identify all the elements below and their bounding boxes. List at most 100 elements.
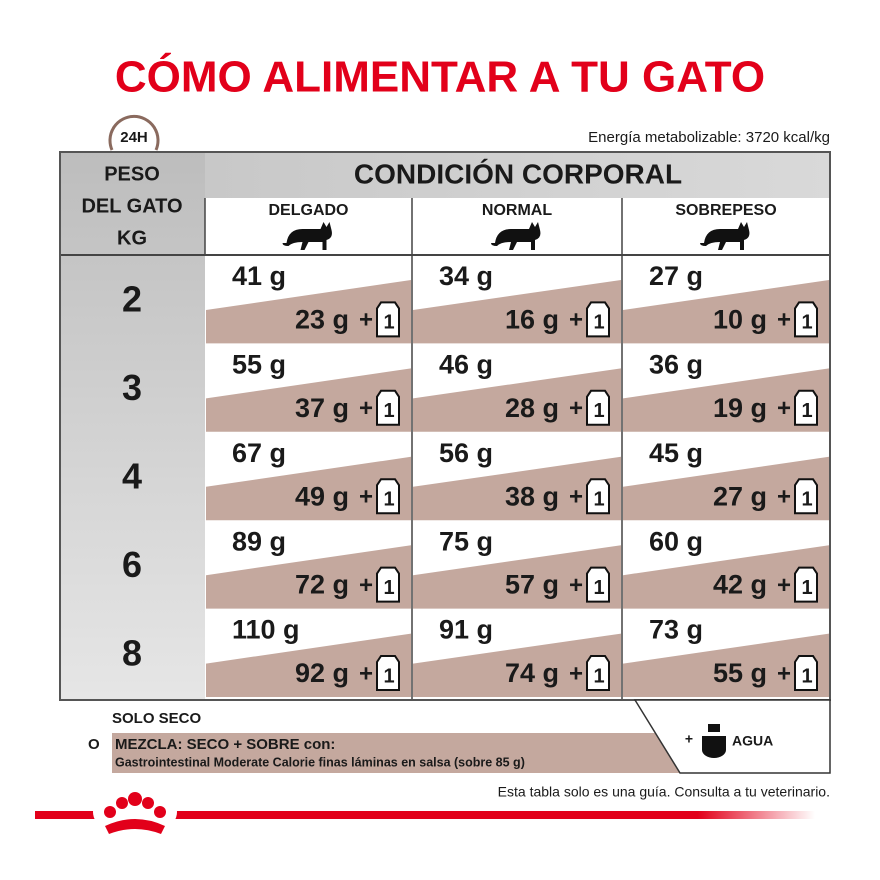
- dry-amount: 45 g: [649, 438, 703, 468]
- mix-amount: 38 g: [505, 481, 559, 511]
- pouch-count: 1: [593, 665, 604, 687]
- pouch-icon: [586, 389, 610, 426]
- pouch-count: 1: [801, 400, 812, 422]
- dry-amount: 56 g: [439, 438, 493, 468]
- pouch-icon: [794, 478, 818, 515]
- footer-note: Esta tabla solo es una guía. Consulta a …: [498, 784, 830, 800]
- weight-header: DEL GATO: [81, 195, 182, 217]
- water-box: [633, 699, 831, 774]
- weight: 2: [122, 279, 142, 320]
- mix-amount: 92 g: [295, 658, 349, 688]
- plus: +: [777, 484, 791, 511]
- plus: +: [359, 572, 373, 599]
- dry-amount: 27 g: [649, 261, 703, 291]
- pouch-icon: [586, 566, 610, 603]
- plus: +: [359, 307, 373, 334]
- pouch-icon: [794, 389, 818, 426]
- dry-amount: 34 g: [439, 261, 493, 291]
- column-header-bg: [205, 198, 830, 255]
- dry-amount: 55 g: [232, 350, 286, 380]
- pouch-icon: [794, 655, 818, 691]
- pouch-icon: [586, 655, 610, 691]
- mix-amount: 23 g: [295, 305, 349, 335]
- column-header: SOBREPESO: [675, 202, 776, 219]
- mix-band: [623, 545, 829, 609]
- mix-band: [206, 456, 411, 521]
- pouch-count: 1: [593, 312, 604, 334]
- mix-band: [413, 368, 621, 432]
- pouch-icon: [586, 301, 610, 338]
- mix-amount: 37 g: [295, 393, 349, 423]
- dry-amount: 36 g: [649, 350, 703, 380]
- dry-amount: 91 g: [439, 615, 493, 645]
- weight: 6: [122, 544, 142, 585]
- pouch-count: 1: [593, 400, 604, 422]
- mix-amount: 57 g: [505, 570, 559, 600]
- pouch-icon: [376, 301, 400, 338]
- pouch-count: 1: [383, 400, 394, 422]
- mix-band: [413, 280, 621, 344]
- mix-band: [206, 545, 411, 609]
- water: AGUA: [732, 733, 773, 749]
- column-header: DELGADO: [269, 202, 349, 219]
- plus: +: [569, 307, 583, 334]
- pouch-count: 1: [801, 577, 812, 599]
- pouch-count: 1: [383, 665, 394, 687]
- pouch-count: 1: [801, 665, 812, 687]
- brand-line: [35, 811, 815, 819]
- or: O: [88, 736, 100, 753]
- product: Gastrointestinal Moderate Calorie finas …: [115, 755, 525, 769]
- cat-icon: [491, 222, 541, 250]
- pouch-icon: [586, 478, 610, 515]
- dry-amount: 110 g: [232, 615, 300, 645]
- dry-amount: 89 g: [232, 526, 286, 556]
- plus: +: [777, 307, 791, 334]
- badge: 24H: [120, 129, 148, 146]
- pouch-count: 1: [383, 312, 394, 334]
- dry-amount: 41 g: [232, 261, 286, 291]
- mix-amount: 49 g: [295, 481, 349, 511]
- pouch-count: 1: [593, 577, 604, 599]
- mix-band: [413, 456, 621, 521]
- plus: +: [777, 572, 791, 599]
- title: CÓMO ALIMENTAR A TU GATO: [115, 52, 765, 102]
- mix-band: [206, 633, 411, 697]
- plus: +: [569, 395, 583, 422]
- pouch-count: 1: [801, 488, 812, 510]
- mix-band: [206, 280, 411, 344]
- column-header: NORMAL: [482, 202, 552, 219]
- mix-band: [623, 368, 829, 432]
- mix-band: [413, 633, 621, 697]
- pouch-icon: [376, 478, 400, 515]
- mix-amount: 55 g: [713, 658, 767, 688]
- mix-amount: 10 g: [713, 305, 767, 335]
- mix-amount: 16 g: [505, 305, 559, 335]
- dry-amount: 46 g: [439, 350, 493, 380]
- pouch-icon: [794, 301, 818, 338]
- weight-column: [60, 152, 205, 700]
- cat-icon: [700, 222, 750, 250]
- pouch-count: 1: [593, 488, 604, 510]
- mix-amount: 28 g: [505, 393, 559, 423]
- pouch-icon: [794, 566, 818, 603]
- pouch-icon: [376, 389, 400, 426]
- mix-band: [413, 545, 621, 609]
- weight-header: KG: [117, 227, 147, 249]
- mix-band: [623, 280, 829, 344]
- weight: 3: [122, 367, 142, 408]
- dry-amount: 67 g: [232, 438, 286, 468]
- mix-amount: 74 g: [505, 658, 559, 688]
- table-border: [59, 151, 831, 701]
- plus: +: [777, 660, 791, 687]
- mix-amount: 27 g: [713, 481, 767, 511]
- mix-amount: 72 g: [295, 570, 349, 600]
- dry-amount: 73 g: [649, 615, 703, 645]
- pouch-count: 1: [801, 312, 812, 334]
- mix-label: MEZCLA: SECO + SOBRE con:: [115, 736, 335, 753]
- plus: +: [569, 572, 583, 599]
- plus: +: [359, 395, 373, 422]
- mix-band: [112, 733, 680, 773]
- pouch-icon: [376, 655, 400, 691]
- condition-header: CONDICIÓN CORPORAL: [354, 158, 682, 189]
